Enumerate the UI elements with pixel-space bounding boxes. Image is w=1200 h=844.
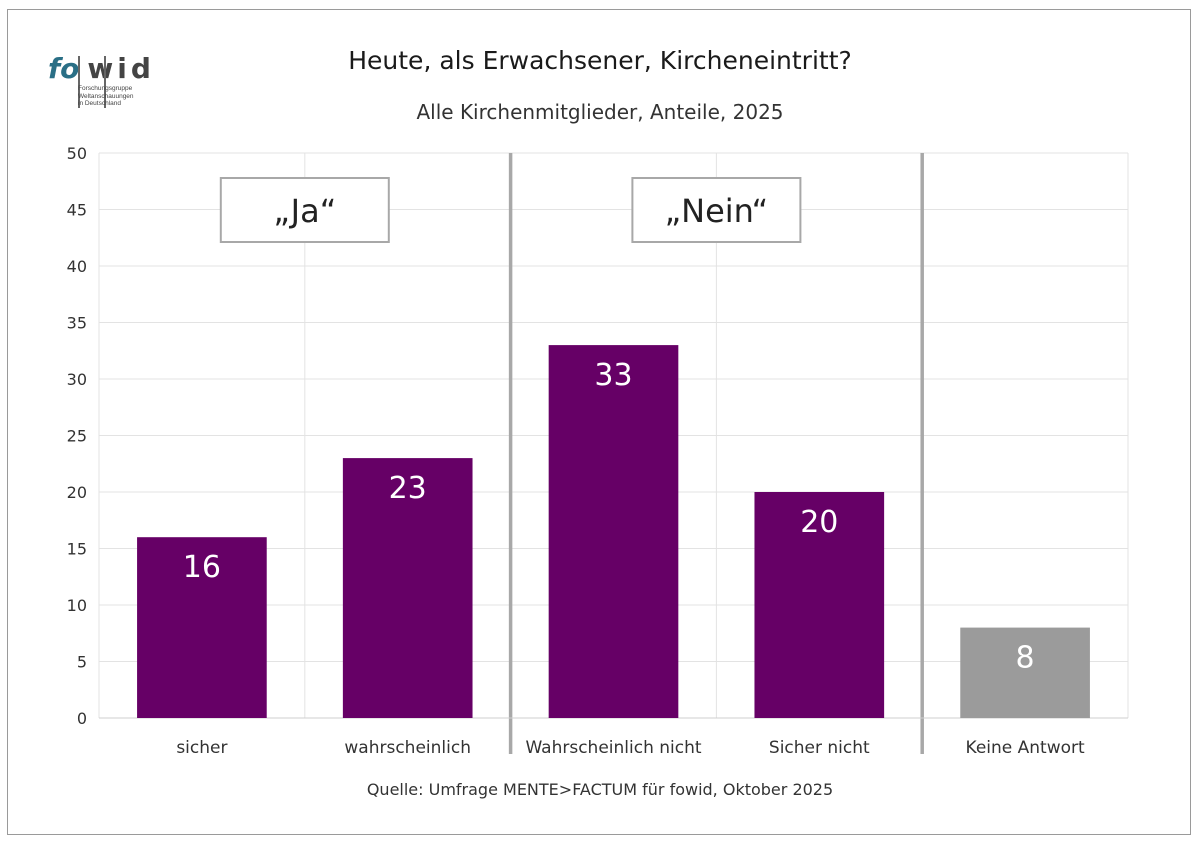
y-tick-label: 45	[67, 201, 87, 220]
y-tick-label: 50	[67, 144, 87, 163]
logo-tagline: Forschungsgruppe Weltanschauungen in Deu…	[78, 85, 134, 107]
y-tick-label: 40	[67, 257, 87, 276]
y-tick-label: 10	[67, 596, 87, 615]
y-tick-label: 20	[67, 483, 87, 502]
group-label-box	[219, 177, 390, 243]
group-label-box	[631, 177, 802, 243]
fowid-logo: fo wid Forschungsgruppe Weltanschauungen …	[48, 52, 155, 108]
chart-title: Heute, als Erwachsener, Kircheneintritt?	[348, 46, 852, 75]
group-label: „Ja“	[273, 192, 336, 230]
bar-value-label: 8	[1016, 641, 1035, 676]
y-tick-label: 0	[77, 709, 87, 728]
chart-frame	[7, 9, 1191, 835]
x-tick-label: wahrscheinlich	[344, 738, 471, 758]
chart-subtitle: Alle Kirchenmitglieder, Anteile, 2025	[416, 100, 784, 124]
y-tick-label: 25	[67, 427, 87, 446]
bar-value-label: 23	[389, 471, 427, 506]
x-tick-label: Sicher nicht	[769, 738, 870, 758]
bar	[137, 537, 267, 718]
group-label: „Nein“	[665, 192, 769, 230]
bar	[548, 345, 679, 718]
bar-value-label: 33	[594, 358, 632, 393]
y-tick-label: 5	[77, 653, 87, 672]
x-tick-label: Keine Antwort	[966, 738, 1085, 758]
y-tick-label: 35	[67, 314, 87, 333]
x-tick-label: sicher	[176, 738, 227, 758]
bar-value-label: 16	[183, 550, 221, 585]
y-tick-label: 15	[67, 540, 87, 559]
source-note: Quelle: Umfrage MENTE>FACTUM für fowid, …	[366, 780, 834, 799]
bar-value-label: 20	[800, 505, 838, 540]
bar	[342, 458, 473, 718]
bar	[960, 627, 1090, 718]
bar	[754, 492, 885, 718]
y-tick-label: 30	[67, 370, 87, 389]
x-tick-label: Wahrscheinlich nicht	[525, 738, 701, 758]
